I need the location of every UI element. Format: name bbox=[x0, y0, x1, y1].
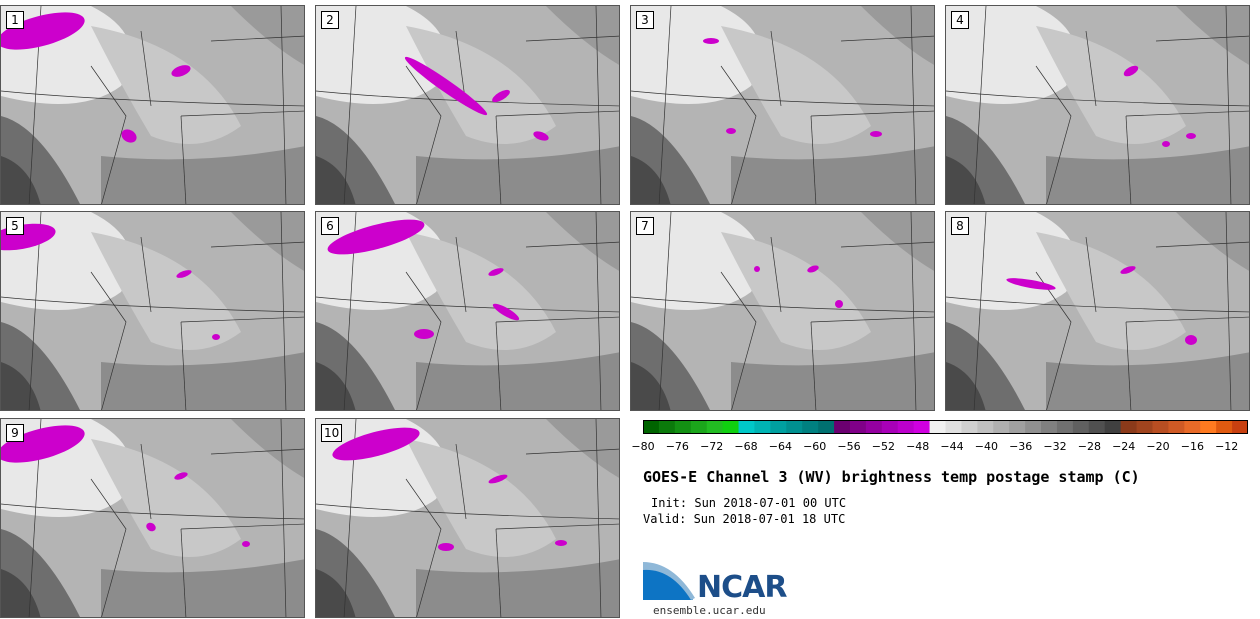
colorbar-swatch bbox=[1072, 420, 1090, 434]
colorbar-tick-labels: −80 −76 −72 −68 −64 −60 −56 −52 −48 −44 −40 −36 −32−… bbox=[630, 440, 1260, 456]
colorbar-swatch bbox=[945, 420, 962, 434]
map-3 bbox=[631, 6, 934, 204]
colorbar-tick-label: −20 bbox=[1146, 440, 1170, 453]
colorbar-swatch bbox=[1136, 420, 1153, 434]
panel-9: 9 bbox=[0, 418, 305, 618]
panel-2: 2 bbox=[315, 5, 620, 205]
colorbar-tick-label: −28 bbox=[1077, 440, 1101, 453]
colorbar-swatch bbox=[818, 420, 835, 434]
colorbar-swatch bbox=[802, 420, 819, 434]
colorbar-swatch bbox=[977, 420, 994, 434]
colorbar-tick-label: −64 bbox=[768, 440, 792, 453]
panel-label: 1 bbox=[6, 11, 24, 29]
colorbar-swatch bbox=[929, 420, 946, 434]
panel-label: 2 bbox=[321, 11, 339, 29]
colorbar-swatch bbox=[1088, 420, 1106, 434]
ncar-logo-icon bbox=[643, 562, 695, 600]
map-5 bbox=[1, 212, 304, 410]
colorbar-tick-label: −52 bbox=[871, 440, 895, 453]
colorbar-swatch bbox=[786, 420, 803, 434]
colorbar-swatch bbox=[993, 420, 1010, 434]
panel-label: 10 bbox=[321, 424, 343, 442]
colorbar-swatch bbox=[1152, 420, 1169, 434]
colorbar-tick-label: −16 bbox=[1180, 440, 1204, 453]
colorbar-tick-label: −56 bbox=[837, 440, 861, 453]
colorbar-swatch bbox=[1216, 420, 1233, 434]
colorbar-swatch bbox=[1056, 420, 1074, 434]
panel-label: 6 bbox=[321, 217, 339, 235]
site-url[interactable]: ensemble.ucar.edu bbox=[653, 604, 766, 617]
colorbar-swatch bbox=[643, 420, 660, 434]
map-1 bbox=[1, 6, 304, 204]
colorbar-swatch bbox=[658, 420, 676, 434]
colorbar-swatch bbox=[897, 420, 915, 434]
map-2 bbox=[316, 6, 619, 204]
panel-label: 5 bbox=[6, 217, 24, 235]
logo-text: NCAR bbox=[697, 570, 787, 605]
colorbar-swatch bbox=[913, 420, 931, 434]
colorbar-swatch bbox=[849, 420, 867, 434]
colorbar-swatch bbox=[722, 420, 740, 434]
map-9 bbox=[1, 419, 304, 617]
colorbar-tick-label: −32 bbox=[1043, 440, 1067, 453]
panel-label: 8 bbox=[951, 217, 969, 235]
colorbar-swatch bbox=[1025, 420, 1042, 434]
init-time: Init: Sun 2018-07-01 00 UTC bbox=[651, 496, 847, 510]
panel-3: 3 bbox=[630, 5, 935, 205]
map-10 bbox=[316, 419, 619, 617]
colorbar-swatch bbox=[1184, 420, 1201, 434]
panel-label: 7 bbox=[636, 217, 654, 235]
colorbar-swatch bbox=[674, 420, 692, 434]
colorbar-swatch bbox=[834, 420, 851, 434]
colorbar-tick-label: −24 bbox=[1112, 440, 1136, 453]
colorbar-swatch bbox=[865, 420, 883, 434]
panel-7: 7 bbox=[630, 211, 935, 411]
colorbar-swatch bbox=[1041, 420, 1058, 434]
colorbar-tick-label: −60 bbox=[803, 440, 827, 453]
colorbar-tick-label: −80 bbox=[631, 440, 655, 453]
map-6 bbox=[316, 212, 619, 410]
colorbar-swatch bbox=[754, 420, 771, 434]
colorbar-tick-label: −44 bbox=[940, 440, 964, 453]
colorbar-swatch bbox=[1009, 420, 1026, 434]
colorbar-swatch bbox=[738, 420, 755, 434]
panel-4: 4 bbox=[945, 5, 1250, 205]
colorbar-swatch bbox=[961, 420, 978, 434]
panel-1: 1 bbox=[0, 5, 305, 205]
colorbar-swatch bbox=[770, 420, 787, 434]
valid-time: Valid: Sun 2018-07-01 18 UTC bbox=[643, 512, 846, 526]
colorbar-tick-label: −72 bbox=[700, 440, 724, 453]
colorbar-tick-label: −68 bbox=[734, 440, 758, 453]
map-4 bbox=[946, 6, 1249, 204]
panel-label: 4 bbox=[951, 11, 969, 29]
panel-8: 8 bbox=[945, 211, 1250, 411]
chart-title: GOES-E Channel 3 (WV) brightness temp po… bbox=[643, 468, 1140, 486]
panel-label: 3 bbox=[636, 11, 654, 29]
colorbar-tick-label: −36 bbox=[1009, 440, 1033, 453]
colorbar-swatch bbox=[1120, 420, 1138, 434]
colorbar-swatch bbox=[1232, 420, 1248, 434]
colorbar-swatch bbox=[881, 420, 899, 434]
panel-5: 5 bbox=[0, 211, 305, 411]
colorbar bbox=[643, 420, 1248, 434]
colorbar-tick-label: −12 bbox=[1215, 440, 1239, 453]
colorbar-tick-label: −48 bbox=[906, 440, 930, 453]
panel-10: 10 bbox=[315, 418, 620, 618]
colorbar-swatch bbox=[1104, 420, 1122, 434]
map-8 bbox=[946, 212, 1249, 410]
colorbar-swatch bbox=[1168, 420, 1185, 434]
colorbar-tick-label: −40 bbox=[974, 440, 998, 453]
colorbar-swatch bbox=[706, 420, 724, 434]
map-7 bbox=[631, 212, 934, 410]
colorbar-swatch bbox=[690, 420, 708, 434]
colorbar-tick-label: −76 bbox=[665, 440, 689, 453]
panel-6: 6 bbox=[315, 211, 620, 411]
colorbar-swatch bbox=[1200, 420, 1217, 434]
panel-label: 9 bbox=[6, 424, 24, 442]
